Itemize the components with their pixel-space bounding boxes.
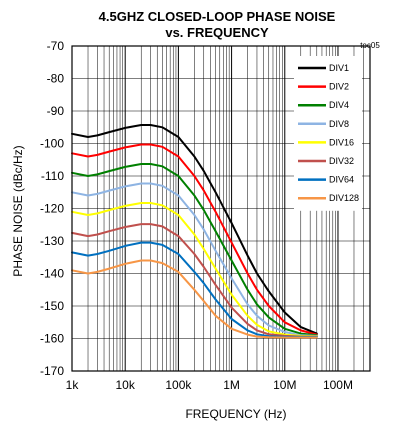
y-tick-label: -160	[40, 332, 64, 346]
series-line-div4	[71, 163, 318, 337]
legend-label-div4: DIV4	[329, 100, 349, 110]
y-tick-label: -100	[40, 137, 64, 151]
series-lines	[71, 124, 318, 339]
legend: DIV1 DIV2 DIV4 DIV8 DIV16 DIV32 DIV64 DIV128	[294, 56, 362, 211]
x-axis-label: FREQUENCY (Hz)	[185, 407, 286, 421]
y-axis-label: PHASE NOISE (dBc/Hz)	[11, 145, 25, 276]
x-tick-label: 100M	[323, 378, 353, 392]
y-tick-labels: -70 -80 -90 -100 -110 -120 -130 -140 -150 -160 -17…	[40, 39, 64, 378]
x-tick-label: 10k	[116, 378, 136, 392]
legend-label-div8: DIV8	[329, 119, 349, 129]
series-line-div1	[71, 124, 318, 335]
y-tick-label: -170	[40, 364, 64, 378]
chart-title-line2: vs. FREQUENCY	[165, 25, 269, 40]
x-tick-label: 100k	[165, 378, 192, 392]
legend-box	[294, 56, 362, 211]
y-tick-label: -80	[47, 72, 65, 86]
legend-label-div32: DIV32	[329, 156, 354, 166]
series-line-div2	[71, 143, 318, 336]
y-tick-label: -110	[41, 169, 64, 183]
series-line-div128	[71, 259, 318, 339]
x-tick-label: 1M	[223, 378, 240, 392]
chart-title-line1: 4.5GHZ CLOSED-LOOP PHASE NOISE	[99, 9, 336, 24]
series-line-div32	[71, 223, 318, 338]
y-tick-label: -140	[40, 267, 64, 281]
legend-label-div1: DIV1	[329, 63, 349, 73]
legend-label-div2: DIV2	[329, 82, 349, 92]
plot-frame	[71, 45, 371, 372]
series-line-div16	[71, 202, 318, 338]
legend-label-div16: DIV16	[329, 137, 354, 147]
y-tick-label: -130	[40, 234, 64, 248]
y-tick-label: -120	[40, 202, 64, 216]
y-tick-label: -150	[40, 299, 64, 313]
legend-label-div64: DIV64	[329, 175, 354, 185]
series-line-div8	[71, 182, 318, 337]
x-tick-label: 10M	[273, 378, 296, 392]
x-tick-label: 1k	[66, 378, 80, 392]
legend-label-div128: DIV128	[329, 193, 359, 203]
y-tick-label: -70	[47, 39, 65, 53]
y-tick-label: -90	[47, 104, 65, 118]
x-tick-labels: 1k 10k 100k 1M 10M 100M	[66, 378, 353, 392]
